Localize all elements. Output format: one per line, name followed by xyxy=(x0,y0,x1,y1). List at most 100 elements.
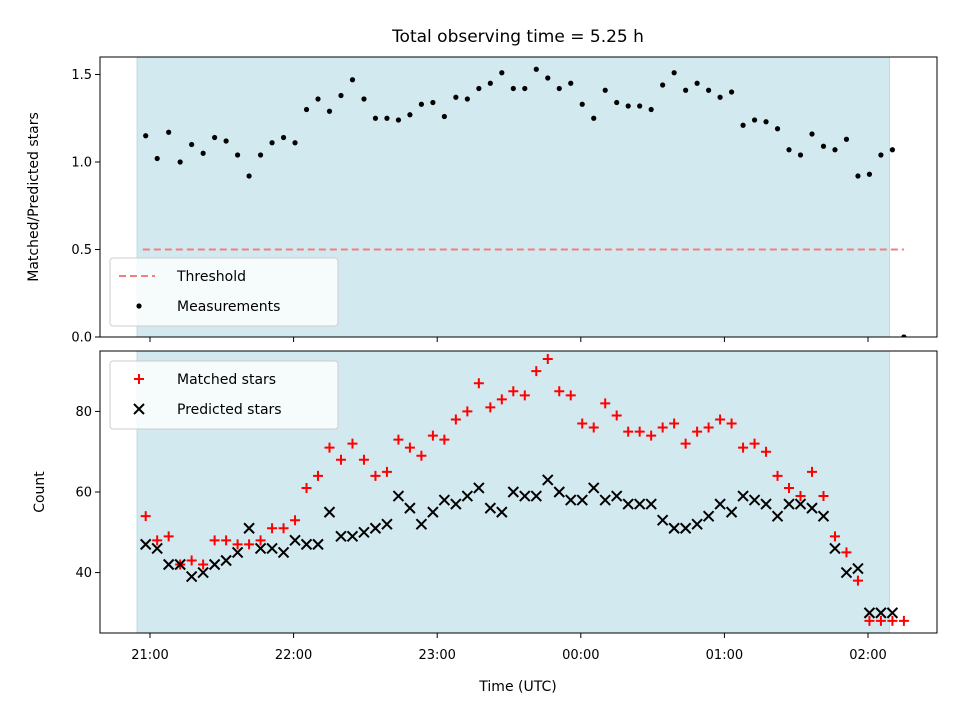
bottom-y-axis-label: Count xyxy=(32,471,48,513)
measurements-point xyxy=(487,80,493,86)
measurements-point xyxy=(246,173,252,179)
x-tick-label: 00:00 xyxy=(562,648,599,663)
matched-stars-point xyxy=(496,394,507,405)
matched-stars-point xyxy=(221,535,232,546)
predicted-stars-point xyxy=(530,490,542,502)
legend: Threshold Measurements xyxy=(109,257,339,327)
measurements-point xyxy=(568,80,574,86)
matched-stars-point xyxy=(692,426,703,437)
predicted-stars-point xyxy=(656,514,669,526)
x-tick-label: 21:00 xyxy=(131,648,168,663)
measurements-point xyxy=(315,96,321,102)
legend-measurements-swatch xyxy=(136,303,142,309)
predicted-stars-point xyxy=(599,494,611,506)
measurements-point xyxy=(728,89,735,95)
predicted-stars-point xyxy=(852,562,864,575)
measurements-point xyxy=(625,103,631,109)
ratio-panel: 0.0 0.5 1.0 1.5 Threshold Measurements xyxy=(71,56,938,346)
measurements-point xyxy=(717,94,723,100)
predicted-stars-point xyxy=(794,498,807,510)
matched-stars-point xyxy=(163,531,174,542)
matched-stars-point xyxy=(588,422,599,433)
matched-stars-point xyxy=(140,511,151,522)
measurements-point xyxy=(901,334,907,337)
matched-stars-point xyxy=(577,418,588,429)
x-tick-label: 23:00 xyxy=(418,648,455,663)
measurements-point xyxy=(809,131,815,137)
matched-stars-point xyxy=(427,430,438,441)
measurements-point xyxy=(545,75,551,81)
measurements-point xyxy=(866,171,873,177)
predicted-stars-point xyxy=(645,498,657,510)
matched-stars-point xyxy=(761,446,772,457)
measurements-point xyxy=(510,85,516,92)
matched-stars-point xyxy=(416,450,427,461)
measurements-point xyxy=(660,82,666,88)
count-panel: 40 60 80 21:00 22:00 23:00 00:00 01:00 02:00 Matc… xyxy=(75,350,938,663)
measurements-point xyxy=(384,115,390,121)
measurements-point xyxy=(751,117,758,123)
predicted-stars-point xyxy=(266,542,278,555)
matched-stars-point xyxy=(554,386,565,397)
matched-stars-point xyxy=(738,442,749,453)
predicted-stars-point xyxy=(346,530,359,543)
matched-stars-point xyxy=(887,615,898,626)
matched-stars-point xyxy=(508,386,519,397)
measurements-point xyxy=(418,101,425,107)
measurements-point xyxy=(407,112,413,118)
predicted-stars-point xyxy=(760,498,772,510)
predicted-stars-point xyxy=(875,607,887,619)
measurements-point xyxy=(349,77,356,83)
matched-stars-point xyxy=(301,482,312,493)
predicted-stars-point xyxy=(174,558,186,571)
predicted-stars-point xyxy=(254,542,267,555)
predicted-stars-point xyxy=(381,518,393,530)
measurements-point xyxy=(200,150,206,156)
matched-stars-point xyxy=(152,535,163,546)
measurements-point xyxy=(234,152,241,158)
x-axis-label: Time (UTC) xyxy=(478,679,556,695)
predicted-stars-point xyxy=(553,486,565,498)
predicted-stars-point xyxy=(369,522,382,534)
matched-stars-point xyxy=(209,535,220,546)
predicted-stars-point xyxy=(496,506,508,518)
predicted-stars-point xyxy=(610,490,623,502)
measurements-point xyxy=(855,173,861,179)
measurements-point xyxy=(637,103,643,109)
matched-stars-point xyxy=(715,414,726,425)
matched-stars-point xyxy=(875,615,886,626)
matched-stars-point xyxy=(829,531,840,542)
matched-stars-point xyxy=(186,555,197,566)
matched-stars-point xyxy=(646,430,657,441)
axes-frame xyxy=(99,56,938,338)
predicted-stars-point xyxy=(358,526,370,538)
predicted-stars-point xyxy=(415,518,428,530)
predicted-stars-point xyxy=(185,570,198,583)
measurements-point xyxy=(556,85,562,92)
predicted-stars-point xyxy=(542,474,554,486)
measurements-point xyxy=(763,119,769,125)
matched-stars-point xyxy=(370,470,381,481)
matched-stars-point xyxy=(726,418,737,429)
predicted-stars-point xyxy=(748,494,761,506)
matched-stars-point xyxy=(473,378,484,389)
predicted-stars-point xyxy=(220,554,232,567)
predicted-stars-point xyxy=(725,506,738,518)
top-y-axis-label: Matched/Predicted stars xyxy=(26,112,42,282)
y-tick-label: 1.0 xyxy=(71,156,92,171)
predicted-stars-point xyxy=(151,542,163,555)
matched-stars-point xyxy=(347,438,358,449)
measurements-point xyxy=(453,94,459,100)
matched-stars-point xyxy=(255,535,266,546)
matched-stars-point xyxy=(749,438,760,449)
measurements-point xyxy=(820,143,827,149)
measurements-point xyxy=(280,134,287,141)
legend: Matched stars Predicted stars xyxy=(109,360,339,430)
chart-title: Total observing time = 5.25 h xyxy=(391,27,644,47)
predicted-stars-point xyxy=(162,558,175,571)
predicted-stars-point xyxy=(886,607,899,619)
matched-stars-point xyxy=(393,434,404,445)
matched-stars-point xyxy=(611,410,622,421)
matched-stars-point xyxy=(864,615,875,626)
